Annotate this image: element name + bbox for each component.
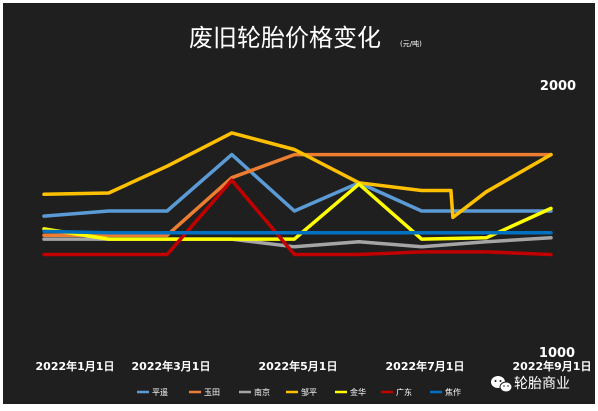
series-line-6 — [42, 229, 553, 235]
series-line-4 — [42, 182, 553, 241]
legend-label-4: 金华 — [350, 387, 366, 397]
legend-label-5: 广东 — [396, 387, 412, 397]
series-line-5 — [42, 178, 553, 257]
plot-area-background — [3, 3, 595, 404]
wechat-icon — [491, 376, 513, 393]
legend: 平遥 玉田 南京 邹平 金华 广东 焦作 — [137, 387, 461, 397]
y-tick-label-1: 1000 — [539, 346, 575, 361]
legend-label-1: 玉田 — [204, 388, 220, 397]
x-tick-label-4: 2022年9月1日 — [513, 359, 592, 373]
series-line-1 — [42, 152, 553, 238]
x-tick-label-3: 2022年7月1日 — [386, 359, 465, 373]
x-tick-label-1: 2022年3月1日 — [132, 359, 211, 373]
watermark-text: 轮胎商业 — [514, 376, 570, 392]
legend-label-3: 邹平 — [301, 387, 317, 397]
legend-label-2: 南京 — [254, 387, 270, 397]
axis-layer: 2022年1月1日 2022年3月1日 2022年5月1日 2022年7月1日 2022… — [36, 79, 592, 373]
series-layer — [42, 131, 553, 257]
legend-label-6: 焦作 — [445, 387, 461, 397]
x-tick-label-2: 2022年5月1日 — [259, 359, 338, 373]
watermark: 轮胎商业 — [491, 376, 570, 393]
series-line-0 — [42, 152, 553, 218]
chart-title-unit: (元/吨) — [400, 39, 422, 48]
y-tick-label-0: 2000 — [540, 79, 576, 94]
legend-label-0: 平遥 — [152, 387, 168, 397]
x-tick-label-0: 2022年1月1日 — [36, 359, 115, 373]
chart-title: 废旧轮胎价格变化 — [189, 24, 381, 52]
